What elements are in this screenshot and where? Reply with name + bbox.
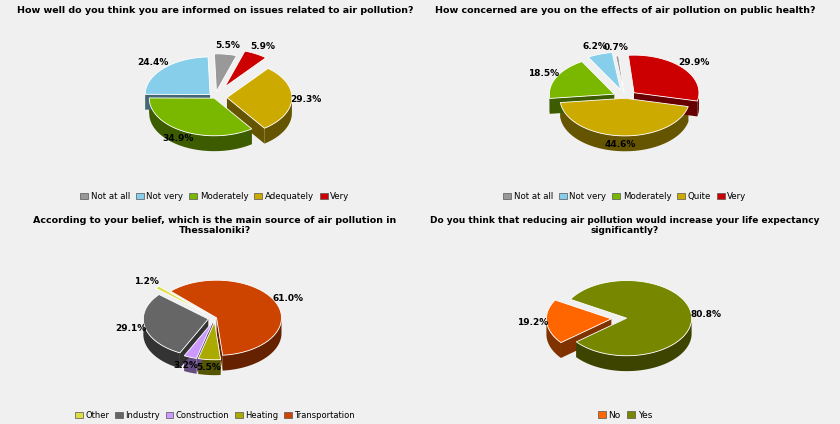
Polygon shape: [197, 322, 213, 374]
Polygon shape: [634, 93, 697, 117]
Polygon shape: [155, 286, 205, 313]
Polygon shape: [227, 68, 292, 128]
Text: 44.6%: 44.6%: [605, 139, 636, 148]
Polygon shape: [560, 98, 688, 136]
Polygon shape: [576, 319, 691, 371]
Polygon shape: [546, 300, 612, 343]
Text: 19.2%: 19.2%: [517, 318, 548, 327]
Polygon shape: [184, 322, 213, 358]
Title: How well do you think you are informed on issues related to air pollution?: How well do you think you are informed o…: [17, 6, 413, 15]
Polygon shape: [223, 318, 281, 371]
Title: How concerned are you on the effects of air pollution on public health?: How concerned are you on the effects of …: [435, 6, 816, 15]
Text: 5.5%: 5.5%: [196, 363, 221, 372]
Polygon shape: [616, 56, 624, 93]
Polygon shape: [171, 280, 281, 355]
Title: According to your belief, which is the main source of air pollution in Thessalon: According to your belief, which is the m…: [34, 216, 396, 235]
Text: 29.1%: 29.1%: [115, 324, 146, 333]
Text: 29.3%: 29.3%: [291, 95, 322, 103]
Polygon shape: [150, 98, 252, 136]
Polygon shape: [150, 98, 214, 114]
Polygon shape: [628, 55, 699, 101]
Polygon shape: [225, 51, 266, 87]
Polygon shape: [217, 318, 223, 371]
Text: 6.2%: 6.2%: [583, 42, 607, 51]
Polygon shape: [570, 281, 691, 356]
Title: Do you think that reducing air pollution would increase your life expectancy sig: Do you think that reducing air pollution…: [430, 216, 820, 235]
Legend: Not at all, Not very, Moderately, Adequately, Very: Not at all, Not very, Moderately, Adequa…: [77, 188, 353, 204]
Polygon shape: [198, 322, 221, 360]
Polygon shape: [144, 295, 208, 353]
Polygon shape: [214, 54, 237, 92]
Text: 5.9%: 5.9%: [250, 42, 276, 51]
Polygon shape: [184, 356, 197, 374]
Polygon shape: [180, 319, 208, 368]
Text: 61.0%: 61.0%: [273, 294, 304, 303]
Polygon shape: [227, 98, 265, 144]
Text: 1.2%: 1.2%: [134, 277, 160, 286]
Polygon shape: [214, 322, 221, 375]
Text: 80.8%: 80.8%: [690, 310, 722, 319]
Polygon shape: [198, 322, 214, 374]
Text: 0.7%: 0.7%: [603, 43, 628, 52]
Polygon shape: [184, 322, 213, 371]
Polygon shape: [198, 359, 221, 375]
Polygon shape: [625, 98, 688, 122]
Polygon shape: [145, 94, 210, 110]
Polygon shape: [560, 98, 625, 118]
Polygon shape: [214, 98, 252, 144]
Text: 29.9%: 29.9%: [678, 58, 710, 67]
Text: 24.4%: 24.4%: [138, 58, 169, 67]
Text: 5.5%: 5.5%: [215, 42, 240, 50]
Polygon shape: [265, 98, 292, 144]
Polygon shape: [144, 319, 180, 368]
Polygon shape: [546, 318, 561, 358]
Legend: Other, Industry, Construction, Heating, Transportation: Other, Industry, Construction, Heating, …: [72, 408, 358, 424]
Polygon shape: [549, 61, 614, 98]
Text: 34.9%: 34.9%: [162, 134, 193, 143]
Polygon shape: [576, 318, 627, 357]
Polygon shape: [588, 53, 621, 90]
Legend: No, Yes: No, Yes: [594, 407, 656, 423]
Text: 3.2%: 3.2%: [173, 360, 197, 369]
Polygon shape: [560, 103, 688, 151]
Legend: Not at all, Not very, Moderately, Quite, Very: Not at all, Not very, Moderately, Quite,…: [500, 188, 750, 204]
Polygon shape: [150, 98, 252, 151]
Polygon shape: [561, 319, 612, 358]
Polygon shape: [697, 93, 699, 117]
Polygon shape: [550, 94, 614, 114]
Text: 18.5%: 18.5%: [528, 69, 559, 78]
Polygon shape: [145, 57, 210, 95]
